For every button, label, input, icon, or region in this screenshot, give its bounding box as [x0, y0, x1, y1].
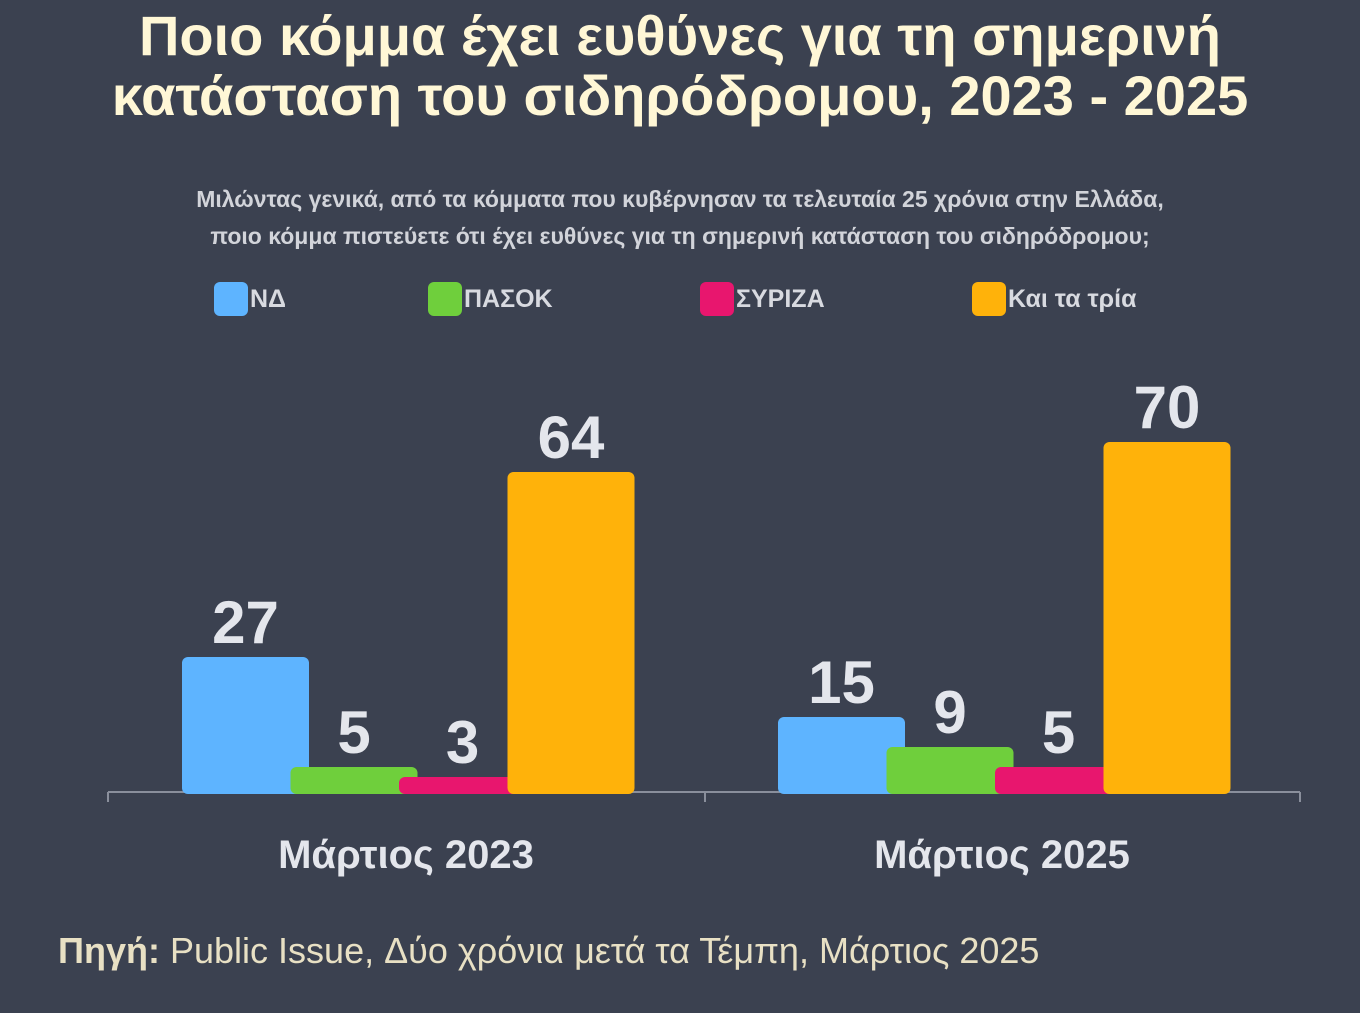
bar-2-2 [886, 747, 1014, 794]
legend-label: Και τα τρία [1008, 284, 1137, 313]
legend-label: ΝΔ [250, 284, 287, 313]
bar-3-2 [995, 767, 1122, 794]
data-label: 3 [446, 709, 479, 776]
bar-chart: 27 5 3 64 Μάρτιος 2023 15 9 5 70 Μάρτιος 2025 [107, 374, 1301, 877]
legend-swatch [700, 282, 734, 316]
source-label: Πηγή: [58, 930, 160, 971]
bar-4-1 [507, 472, 635, 794]
legend-swatch [214, 282, 248, 316]
bar-1-1 [182, 657, 309, 794]
source-note: Πηγή: Public Issue, Δύο χρόνια μετά τα Τ… [58, 930, 1039, 972]
x-tick-label: Μάρτιος 2023 [278, 833, 534, 877]
data-label: 64 [538, 404, 605, 471]
bar-1-2 [778, 717, 905, 794]
subtitle-line2: ποιο κόμμα πιστεύετε ότι έχει ευθύνες γι… [210, 223, 1150, 249]
bar-2-1 [290, 767, 418, 794]
subtitle-line1: Μιλώντας γενικά, από τα κόμματα που κυβέ… [196, 186, 1164, 212]
data-label: 9 [933, 679, 966, 746]
bar-4-2 [1103, 442, 1231, 794]
data-label: 5 [1042, 699, 1075, 766]
data-label: 27 [212, 589, 279, 656]
legend-swatch [428, 282, 462, 316]
legend-swatch [972, 282, 1006, 316]
legend-item-3: ΣΥΡΙΖΑ [700, 282, 825, 316]
x-tick-label: Μάρτιος 2025 [874, 833, 1130, 877]
legend-item-4: Και τα τρία [972, 282, 1136, 316]
legend-item-2: ΠΑΣΟΚ [428, 282, 553, 316]
legend-label: ΠΑΣΟΚ [464, 284, 553, 313]
data-label: 15 [808, 649, 875, 716]
data-label: 70 [1134, 374, 1201, 441]
legend-label: ΣΥΡΙΖΑ [736, 284, 825, 313]
chart-title-line1: Ποιο κόμμα έχει ευθύνες για τη σημερινή [138, 4, 1222, 67]
data-label: 5 [337, 699, 370, 766]
source-text: Public Issue, Δύο χρόνια μετά τα Τέμπη, … [160, 930, 1040, 971]
legend-item-1: ΝΔ [214, 282, 286, 316]
chart-legend: ΝΔ ΠΑΣΟΚ ΣΥΡΙΖΑ Και τα τρία [0, 282, 1360, 318]
chart-subtitle: Μιλώντας γενικά, από τα κόμματα που κυβέ… [0, 181, 1360, 255]
chart-title: Ποιο κόμμα έχει ευθύνες για τη σημερινή … [0, 6, 1360, 126]
bar-3-1 [399, 777, 526, 794]
chart-title-line2: κατάσταση του σιδηρόδρομου, 2023 - 2025 [111, 64, 1249, 127]
